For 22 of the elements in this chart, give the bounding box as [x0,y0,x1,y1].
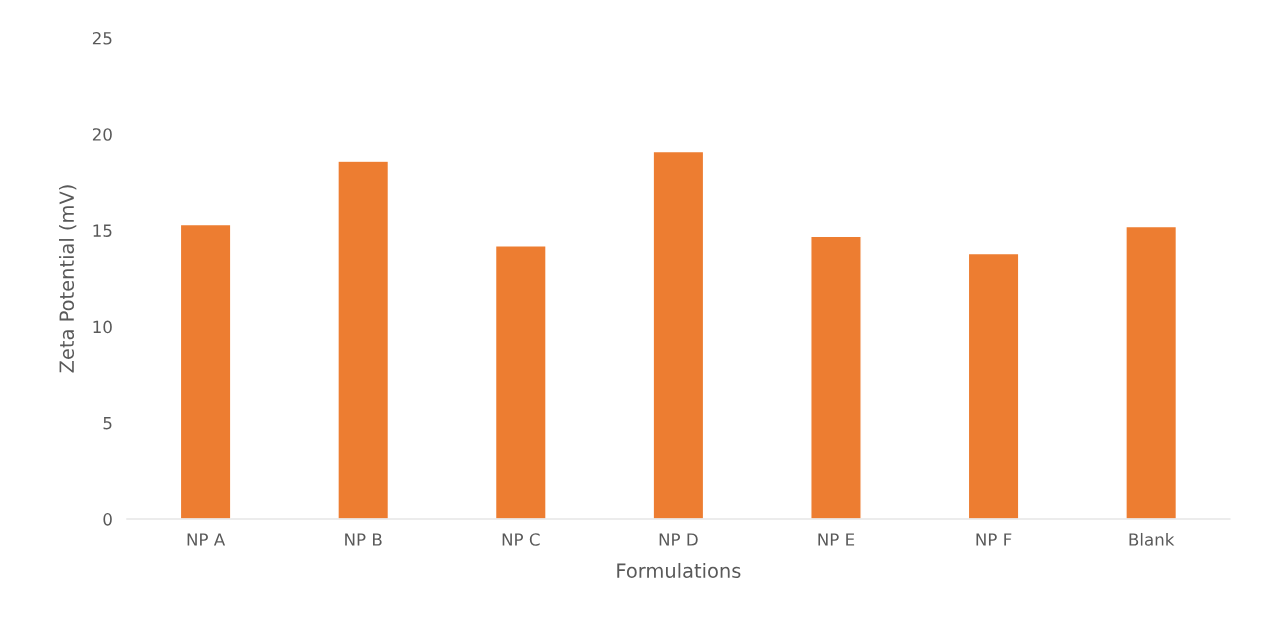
x-tick-label: NP B [345,533,382,546]
bar [810,235,862,520]
bar [179,223,232,520]
x-tick-label: NP A [187,533,226,546]
y-tick-label: 20 [92,128,112,141]
bar [494,245,547,520]
bar [1125,225,1178,520]
y-tick-label: 10 [93,320,112,334]
x-tick-label: NP E [818,533,855,546]
bar [967,252,1020,520]
y-tick-label: 15 [93,224,112,237]
x-axis-title: Formulations [617,562,741,579]
x-tick-label: NP F [976,533,1012,546]
bar [652,150,705,520]
y-tick-label: 5 [103,417,112,430]
y-axis-title: Zeta Potential (mV) [59,185,77,373]
x-tick-label: Blank [1129,532,1175,546]
y-tick-label: 25 [92,31,112,45]
bar [337,160,390,520]
x-tick-label: NP D [659,533,698,546]
x-tick-label: NP C [502,533,540,546]
y-tick-label: 0 [103,513,112,526]
